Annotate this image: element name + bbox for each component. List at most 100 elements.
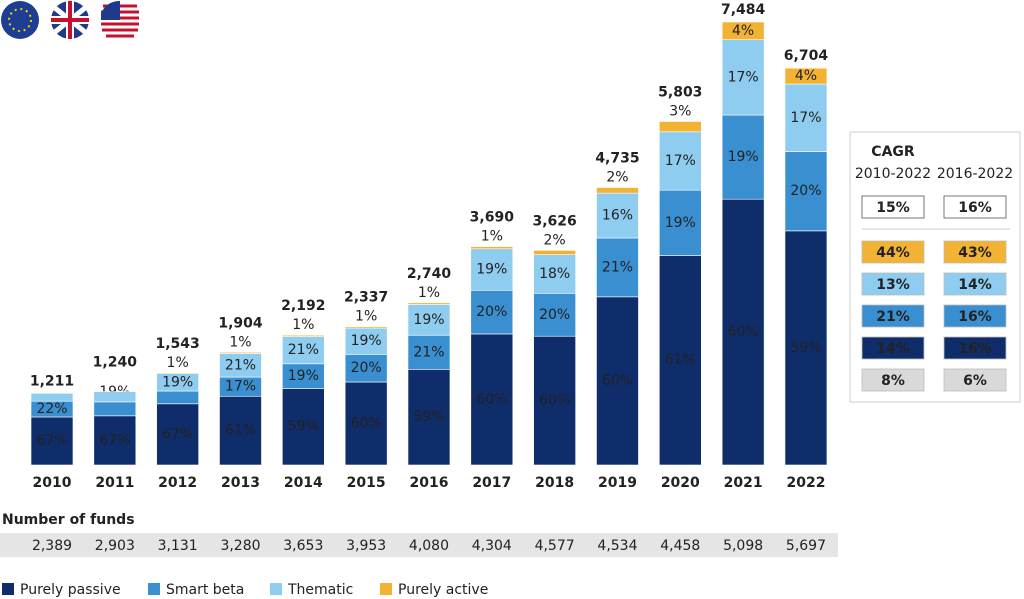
bar-segment [784, 151, 828, 232]
total-label: 3,626 [532, 213, 576, 229]
cagr-cell [943, 368, 1007, 392]
segment-label: 67% [36, 433, 67, 449]
segment-label: 17% [790, 110, 821, 126]
cagr-cell [943, 195, 1007, 219]
segment-label: 16% [602, 208, 633, 224]
segment-label: 2% [544, 232, 566, 248]
segment-label: 19% [728, 149, 759, 165]
bar-segment [282, 388, 325, 466]
cagr-cell [861, 368, 925, 392]
funds-value: 5,697 [786, 538, 826, 554]
x-tick-label: 2019 [598, 475, 637, 491]
funds-value: 4,304 [472, 538, 512, 554]
segment-label: 21% [602, 259, 633, 275]
segment-label: 21% [288, 342, 319, 358]
segment-label: 67% [99, 432, 130, 448]
total-label: 2,192 [281, 298, 325, 314]
bar-segment [407, 334, 451, 370]
total-label: 5,803 [658, 85, 702, 101]
cagr-cell [861, 304, 925, 328]
bar-segment [344, 354, 388, 383]
cagr-cell [861, 272, 925, 296]
funds-value: 4,458 [660, 538, 700, 554]
segment-label: 19% [476, 262, 507, 278]
funds-value: 3,280 [220, 538, 260, 554]
segment-label: 19% [351, 333, 382, 349]
segment-label: 20% [539, 307, 570, 323]
bar-segment [470, 246, 514, 250]
legend-swatch [2, 583, 14, 595]
bar-segment [721, 21, 765, 41]
funds-title: Number of funds [2, 512, 135, 528]
x-tick-label: 2011 [95, 475, 134, 491]
bar-segment [658, 255, 702, 466]
legend-label: Smart beta [166, 582, 244, 598]
cagr-column: 2016-2022 [937, 166, 1013, 182]
total-label: 6,704 [784, 48, 829, 64]
cagr-value: 8% [881, 373, 905, 389]
bar-segment [721, 39, 765, 116]
x-tick-label: 2012 [158, 475, 197, 491]
cagr-cell [861, 195, 925, 219]
bar-segment [93, 391, 137, 403]
bar-segment [30, 393, 74, 402]
x-tick-label: 2017 [472, 475, 511, 491]
funds-band [0, 533, 838, 557]
total-label: 4,735 [595, 151, 639, 167]
bar-segment [784, 67, 828, 85]
bar-segment [533, 292, 576, 337]
funds-value: 3,131 [158, 538, 198, 554]
cagr-value: 16% [958, 309, 992, 325]
segment-label: 20% [790, 183, 821, 199]
bar-segment [658, 189, 702, 256]
total-label: 1,543 [156, 336, 200, 352]
funds-value: 3,653 [283, 538, 323, 554]
total-label: 1,211 [30, 373, 74, 389]
bar-segment [596, 296, 639, 466]
cagr-cell [861, 336, 925, 360]
cagr-value: 15% [876, 200, 910, 216]
x-tick-label: 2020 [661, 475, 700, 491]
x-tick-label: 2021 [724, 475, 763, 491]
segment-label: 21% [413, 344, 444, 360]
bar-segment [407, 302, 451, 305]
funds-value: 2,903 [95, 538, 135, 554]
bar-segment [596, 187, 639, 194]
segment-label: 61% [225, 423, 256, 439]
segment-label: 21% [225, 357, 256, 373]
total-label: 2,337 [344, 290, 388, 306]
cagr-column: 2010-2022 [855, 166, 931, 182]
cagr-value: 13% [876, 277, 910, 293]
funds-value: 4,080 [409, 538, 449, 554]
segment-label: 22% [36, 401, 67, 417]
bar-segment [533, 254, 576, 294]
cagr-value: 21% [876, 309, 910, 325]
x-tick-label: 2016 [409, 475, 448, 491]
cagr-value: 43% [958, 245, 992, 261]
segment-label: 17% [225, 379, 256, 395]
segment-label: 60% [476, 391, 507, 407]
bar-segment [344, 326, 388, 329]
bar-segment [658, 131, 702, 191]
segment-label: 1% [167, 355, 189, 371]
flags [1, 0, 139, 39]
segment-label: 4% [795, 68, 817, 84]
x-tick-label: 2015 [347, 475, 386, 491]
total-label: 1,240 [93, 355, 138, 371]
x-tick-label: 2018 [535, 475, 574, 491]
bar-segment [282, 363, 325, 389]
funds-value: 2,389 [32, 538, 72, 554]
segment-label: 59% [288, 419, 319, 435]
funds-value: 4,577 [535, 538, 575, 554]
cagr-cell [943, 336, 1007, 360]
bar-segment [784, 83, 828, 152]
segment-label: 17% [728, 69, 759, 85]
segment-label: 19% [288, 368, 319, 384]
bar-segment [282, 334, 325, 337]
bar-segment [219, 351, 262, 354]
bar-segment [596, 192, 639, 239]
cagr-cell [943, 240, 1007, 264]
total-label: 3,690 [470, 210, 515, 226]
cagr-value: 44% [876, 245, 910, 261]
